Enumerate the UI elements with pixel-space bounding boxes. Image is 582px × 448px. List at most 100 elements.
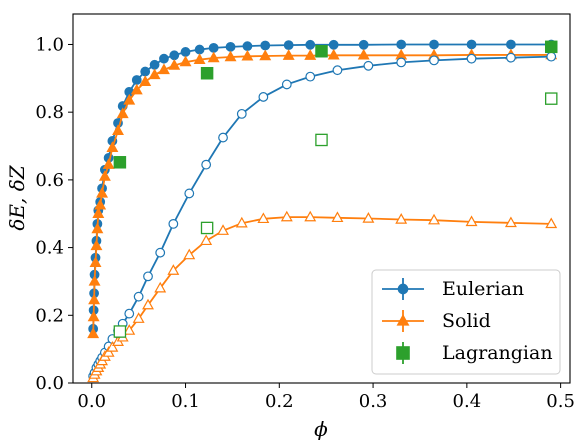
data-point-eulerian-open	[236, 108, 247, 119]
data-point-solid-filled	[106, 141, 119, 152]
data-point-lagrangian-filled	[544, 40, 558, 54]
data-point-eulerian-filled	[149, 59, 160, 70]
data-point-lagrangian-open	[113, 325, 127, 338]
y-tick-label: 0.6	[35, 170, 64, 191]
legend-marker-square	[396, 346, 410, 360]
data-point-solid-open	[123, 324, 136, 335]
data-point-solid-filled	[148, 68, 161, 80]
data-point-eulerian-filled	[429, 39, 439, 50]
data-point-eulerian-open	[133, 291, 144, 302]
data-point-eulerian-open	[396, 57, 407, 68]
data-point-solid-open	[257, 212, 270, 224]
data-point-solid-filled	[179, 55, 192, 67]
y-tick-label: 0.4	[35, 238, 64, 259]
data-point-solid-filled	[88, 293, 101, 305]
y-axis-label: δE, δZ	[5, 164, 29, 230]
data-point-eulerian-filled	[180, 47, 191, 57]
x-tick-label: 0.5	[546, 391, 575, 412]
data-point-lagrangian-filled	[113, 156, 127, 169]
data-point-eulerian-open	[363, 60, 374, 71]
data-point-eulerian-filled	[208, 42, 219, 53]
ticks-layer: 0.0 0.1 0.2 0.3 0.4 0.5 0.0 0.2 0.4 0.6 0.8 1.0	[35, 34, 575, 412]
data-point-solid-open	[465, 215, 478, 227]
data-point-solid-filled	[123, 93, 136, 105]
data-point-solid-open	[362, 212, 375, 223]
data-point-solid-filled	[116, 107, 129, 119]
data-point-eulerian-open	[143, 271, 153, 282]
data-point-eulerian-filled	[242, 41, 253, 52]
data-point-eulerian-open	[546, 51, 557, 62]
data-point-solid-filled	[241, 49, 254, 61]
data-point-solid-filled	[193, 53, 206, 64]
x-tick-label: 0.2	[265, 391, 294, 412]
data-point-eulerian-filled	[328, 39, 339, 50]
data-point-solid-filled	[224, 50, 237, 62]
data-point-solid-filled	[94, 198, 107, 210]
data-point-solid-open	[154, 281, 167, 293]
data-point-eulerian-filled	[466, 39, 477, 50]
data-point-eulerian-filled	[225, 41, 236, 52]
x-axis-label: ϕ	[314, 417, 328, 441]
data-point-eulerian-open	[429, 55, 439, 66]
data-point-solid-open	[167, 264, 180, 275]
data-point-eulerian-filled	[131, 75, 142, 85]
data-point-eulerian-open	[184, 188, 195, 199]
data-point-eulerian-filled	[260, 40, 271, 51]
legend-marker-circle	[397, 283, 409, 295]
data-point-solid-filled	[87, 310, 100, 322]
y-tick-label: 0.8	[35, 102, 64, 123]
data-point-lagrangian-filled	[315, 44, 328, 58]
data-point-eulerian-open	[258, 92, 269, 102]
data-point-solid-filled	[207, 51, 220, 63]
data-point-eulerian-open	[168, 218, 179, 229]
data-point-solid-open	[183, 248, 196, 260]
data-point-eulerian-open	[124, 308, 135, 319]
data-point-lagrangian-open	[315, 133, 328, 147]
data-point-eulerian-open	[201, 159, 212, 170]
data-point-eulerian-filled	[358, 39, 369, 50]
data-point-solid-filled	[304, 49, 317, 60]
data-point-eulerian-open	[506, 52, 516, 63]
x-tick-label: 0.0	[77, 391, 106, 412]
data-point-solid-filled	[90, 239, 103, 251]
legend-item-eulerian: Eulerian	[382, 278, 524, 300]
data-point-eulerian-filled	[194, 44, 205, 55]
data-point-solid-open	[395, 213, 408, 224]
data-point-solid-filled	[92, 207, 105, 218]
data-point-solid-filled	[96, 186, 109, 198]
data-point-lagrangian-open	[544, 92, 558, 105]
data-point-solid-open	[235, 216, 248, 228]
y-tick-label: 0.0	[35, 373, 64, 394]
data-point-solid-open	[504, 216, 517, 228]
y-tick-label: 0.2	[35, 305, 64, 326]
data-point-solid-open	[428, 213, 440, 225]
data-point-solid-filled	[91, 222, 104, 234]
series-lagrangian-open	[113, 92, 558, 338]
legend-label: Lagrangian	[442, 342, 553, 364]
data-point-solid-open	[304, 210, 317, 222]
data-point-solid-open	[545, 217, 558, 229]
data-point-eulerian-filled	[169, 50, 180, 61]
legend-marker-triangle	[396, 314, 410, 326]
data-point-solid-open	[331, 211, 344, 223]
data-point-eulerian-open	[218, 132, 228, 143]
legend-label: Eulerian	[442, 278, 524, 300]
x-tick-label: 0.1	[171, 391, 200, 412]
data-point-eulerian-filled	[396, 39, 407, 50]
x-tick-label: 0.4	[453, 391, 482, 412]
data-point-solid-filled	[89, 256, 102, 268]
data-point-eulerian-filled	[159, 53, 169, 64]
data-point-solid-filled	[139, 75, 152, 86]
series-layer	[87, 39, 558, 383]
data-point-eulerian-open	[466, 53, 477, 64]
data-point-eulerian-open	[305, 71, 316, 82]
data-point-solid-filled	[157, 63, 170, 75]
data-point-solid-filled	[168, 59, 181, 70]
data-point-lagrangian-filled	[200, 66, 214, 80]
x-tick-label: 0.3	[359, 391, 388, 412]
data-point-eulerian-filled	[506, 39, 516, 50]
legend-box	[371, 269, 561, 375]
data-point-solid-filled	[102, 158, 115, 169]
data-point-eulerian-filled	[305, 39, 316, 50]
series-lagrangian-filled	[113, 40, 558, 169]
